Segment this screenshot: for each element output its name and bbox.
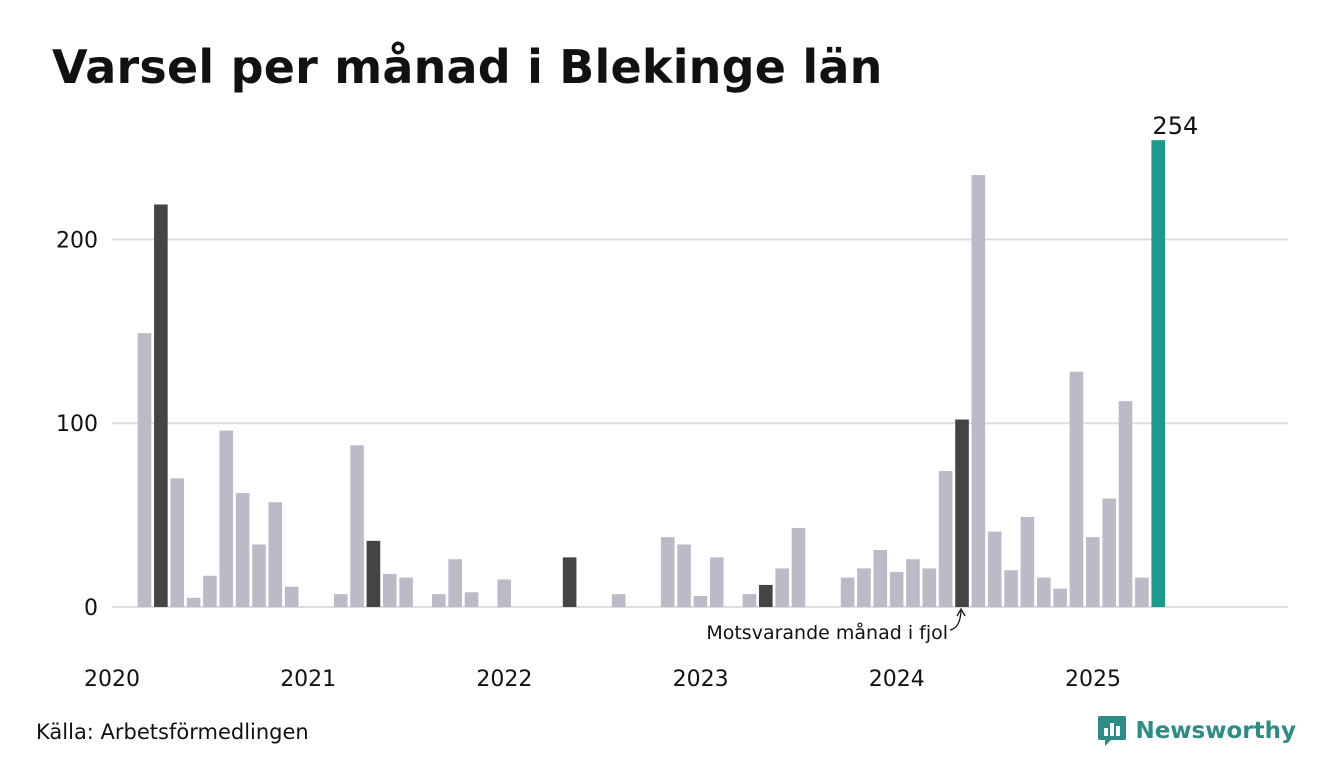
bar-2024-02: [922, 568, 937, 607]
x-tick-label: 2023: [673, 667, 729, 692]
y-tick-label: 200: [56, 228, 98, 253]
bar-2024-03: [938, 470, 953, 607]
bar-2023-12: [889, 572, 904, 607]
chart-title: Varsel per månad i Blekinge län: [52, 40, 883, 94]
bar-2025-04: [1151, 140, 1166, 607]
bar-2023-01: [709, 557, 724, 607]
x-tick-label: 2025: [1065, 667, 1121, 692]
y-tick-label: 100: [56, 412, 98, 437]
newsworthy-logo-icon: [1098, 716, 1127, 746]
bar-2021-09: [448, 559, 462, 607]
bar-chart: 0 100 200 2020 2021 2022 2023 2024 2025 254 Mots…: [56, 112, 1288, 692]
bar-2022-04: [562, 557, 577, 607]
source-note: Källa: Arbetsförmedlingen: [36, 720, 309, 744]
bar-2024-04: [955, 419, 969, 607]
bar-2025-03: [1135, 577, 1149, 607]
bar-2020-11: [284, 586, 299, 607]
bar-2025-02: [1118, 401, 1133, 607]
bar-2022-11: [677, 544, 691, 607]
bar-2021-06: [399, 577, 413, 607]
bar-2020-04: [170, 478, 185, 607]
bar-2024-12: [1086, 537, 1100, 607]
bar-2024-08: [1020, 516, 1035, 607]
bar-2024-11: [1069, 371, 1084, 607]
bar-2024-01: [906, 559, 920, 607]
bar-2025-01: [1102, 498, 1116, 607]
bar-2020-03: [154, 204, 168, 607]
current-value-label: 254: [1152, 112, 1198, 140]
bar-2020-02: [137, 333, 152, 607]
bar-2021-12: [497, 579, 512, 607]
bar-2023-10: [857, 568, 871, 607]
bar-2023-06: [791, 527, 806, 607]
bar-2024-05: [971, 175, 986, 607]
bar-2020-09: [252, 544, 266, 607]
bar-2020-08: [235, 493, 250, 607]
bar-2022-10: [660, 537, 675, 607]
annotation-arrowhead: [956, 607, 966, 617]
bar-2023-05: [775, 568, 789, 607]
brand-name: Newsworthy: [1135, 718, 1296, 744]
annotation-label: Motsvarande månad i fjol: [706, 621, 948, 644]
brand-logo[interactable]: Newsworthy: [1097, 714, 1296, 748]
bar-2023-09: [840, 577, 855, 607]
annotation-arrow: [949, 610, 962, 631]
annotations: 254 Motsvarande månad i fjol: [706, 112, 1198, 644]
bar-2020-07: [219, 430, 234, 607]
x-axis: 2020 2021 2022 2023 2024 2025: [84, 667, 1121, 692]
bar-2020-06: [203, 575, 217, 607]
bar-2023-11: [873, 550, 888, 607]
bar-2021-04: [366, 540, 381, 607]
x-tick-label: 2024: [869, 667, 925, 692]
bar-2024-07: [1004, 570, 1018, 607]
x-tick-label: 2020: [84, 667, 140, 692]
bar-2024-09: [1036, 577, 1051, 607]
bar-2024-06: [987, 531, 1002, 607]
bars: [137, 140, 1166, 607]
bar-2023-04: [759, 584, 773, 607]
bar-2020-10: [268, 502, 283, 607]
bar-2021-02: [333, 594, 348, 607]
bar-2022-12: [693, 595, 708, 607]
bar-2024-10: [1053, 588, 1067, 607]
bar-2021-10: [464, 592, 479, 607]
bar-2021-03: [350, 445, 364, 607]
x-tick-label: 2021: [280, 667, 336, 692]
bar-2023-03: [742, 594, 757, 607]
y-axis: 0 100 200: [56, 228, 98, 621]
bar-2021-08: [432, 594, 446, 607]
bar-2022-07: [611, 594, 626, 607]
bar-2021-05: [382, 573, 397, 607]
y-tick-label: 0: [84, 596, 98, 621]
x-tick-label: 2022: [476, 667, 532, 692]
bar-2020-05: [186, 597, 201, 607]
